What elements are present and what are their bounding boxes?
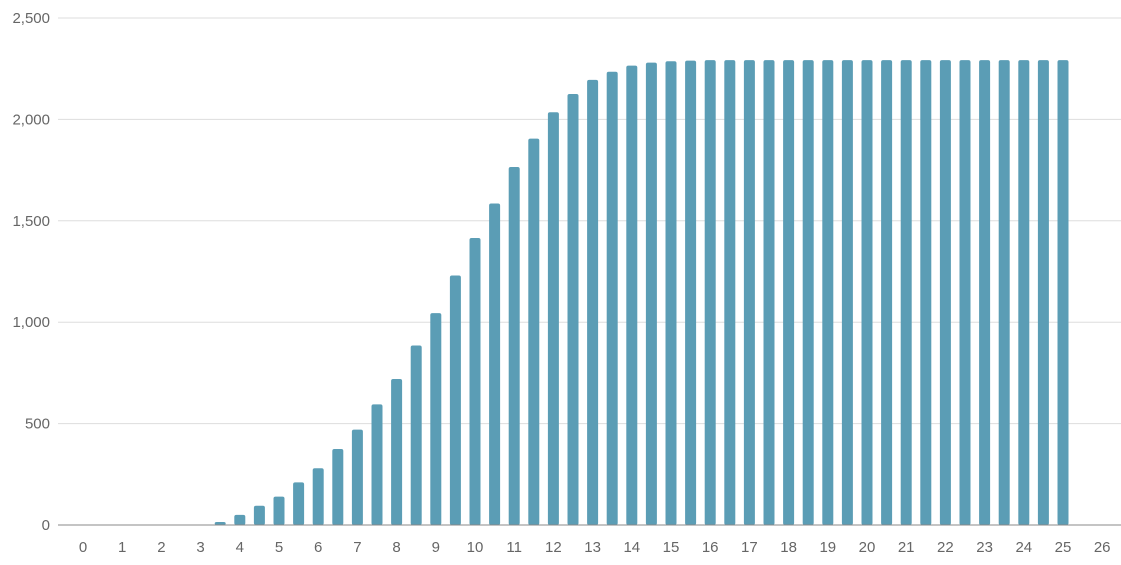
x-tick-label: 12 (545, 539, 562, 556)
bar (763, 60, 775, 525)
y-tick-label: 2,500 (12, 10, 50, 27)
x-tick-label: 19 (819, 539, 836, 556)
bar (293, 482, 305, 525)
bar (391, 378, 403, 525)
x-axis-ticks: 0 1 2 3 4 5 6 7 8 9 10 11 12 13 14 15 16 17 18 19 20 21 22 23 24… (79, 539, 1111, 556)
bar (626, 65, 638, 526)
bar (351, 429, 363, 525)
x-tick-label: 15 (663, 539, 680, 556)
x-tick-label: 25 (1055, 539, 1072, 556)
bar (900, 60, 912, 525)
bar (1037, 60, 1049, 525)
bar (979, 60, 991, 525)
y-tick-label: 2,000 (12, 111, 50, 128)
x-tick-label: 21 (898, 539, 915, 556)
x-tick-label: 10 (467, 539, 484, 556)
x-tick-label: 14 (623, 539, 640, 556)
bar (685, 60, 697, 525)
bar (881, 60, 893, 525)
x-tick-label: 26 (1094, 539, 1111, 556)
bar (783, 60, 795, 525)
bar (253, 505, 265, 525)
x-tick-label: 3 (196, 539, 204, 556)
bar (332, 448, 344, 525)
bar (587, 79, 599, 525)
x-tick-label: 20 (859, 539, 876, 556)
bar (920, 60, 932, 525)
bar (724, 60, 736, 525)
bar (606, 71, 618, 525)
bar (802, 60, 814, 525)
x-tick-label: 2 (157, 539, 165, 556)
bar (469, 238, 481, 525)
bar (508, 167, 520, 526)
x-tick-label: 17 (741, 539, 758, 556)
bar (841, 60, 853, 525)
y-tick-label: 1,500 (12, 213, 50, 230)
x-tick-label: 4 (236, 539, 244, 556)
x-tick-label: 23 (976, 539, 993, 556)
bar (665, 61, 677, 525)
bar (1018, 60, 1030, 525)
x-tick-label: 9 (432, 539, 440, 556)
bars (214, 60, 1069, 526)
bar (567, 94, 579, 526)
x-tick-label: 24 (1015, 539, 1032, 556)
bar (430, 313, 442, 525)
x-tick-label: 8 (392, 539, 400, 556)
x-tick-label: 13 (584, 539, 601, 556)
bar (234, 514, 246, 525)
x-tick-label: 16 (702, 539, 719, 556)
x-tick-label: 7 (353, 539, 361, 556)
bar (371, 404, 383, 525)
x-tick-label: 11 (506, 539, 522, 556)
x-tick-label: 22 (937, 539, 954, 556)
bar (959, 60, 971, 525)
bar (861, 60, 873, 525)
y-axis-ticks: 0 500 1,000 1,500 2,000 2,500 (12, 10, 50, 534)
x-tick-label: 1 (118, 539, 126, 556)
bar (1057, 60, 1069, 525)
bar (939, 60, 951, 525)
y-tick-label: 500 (25, 416, 50, 433)
bar (489, 203, 501, 525)
y-tick-label: 1,000 (12, 314, 50, 331)
bar (704, 60, 716, 525)
bar (410, 345, 422, 525)
bar (214, 521, 226, 525)
y-tick-label: 0 (42, 517, 50, 534)
bar (312, 468, 324, 525)
x-tick-label: 5 (275, 539, 283, 556)
bar (449, 275, 461, 525)
bar (528, 138, 540, 525)
x-tick-label: 18 (780, 539, 797, 556)
x-tick-label: 0 (79, 539, 87, 556)
bar (998, 60, 1010, 525)
bar (645, 62, 657, 526)
bar (743, 60, 755, 525)
bar (273, 496, 285, 525)
x-tick-label: 6 (314, 539, 322, 556)
bar (822, 60, 834, 525)
bar (547, 112, 559, 525)
